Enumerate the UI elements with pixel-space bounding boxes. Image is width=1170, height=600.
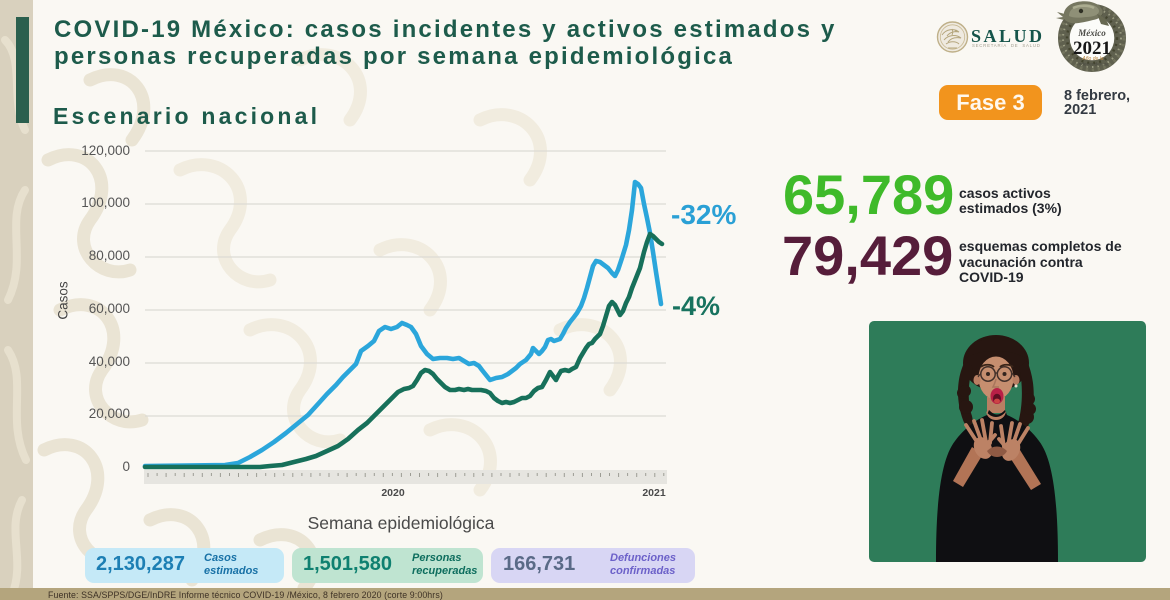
svg-text:Año de la: Año de la <box>1081 56 1103 62</box>
svg-text:México: México <box>1077 28 1106 38</box>
svg-text:2021: 2021 <box>1073 38 1111 59</box>
svg-text:Independencia: Independencia <box>1077 62 1109 68</box>
